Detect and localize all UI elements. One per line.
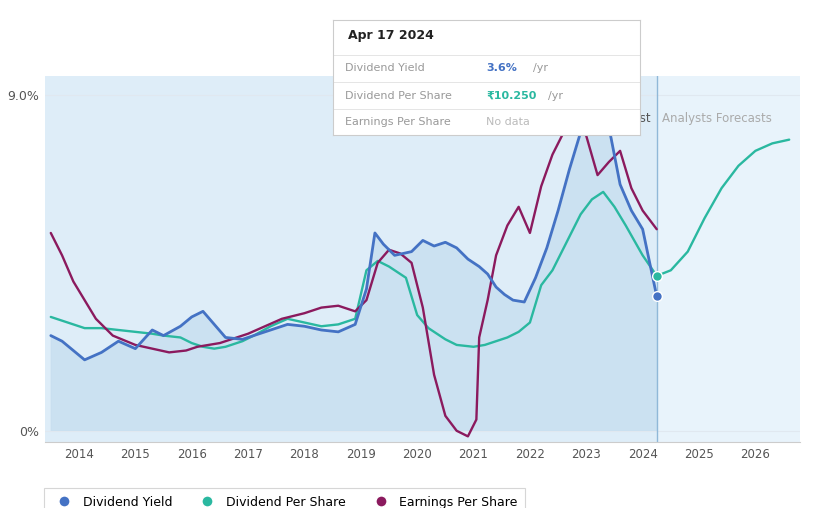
Text: /yr: /yr <box>548 91 563 101</box>
Text: Analysts Forecasts: Analysts Forecasts <box>663 112 773 124</box>
Text: 3.6%: 3.6% <box>487 64 517 73</box>
Text: No data: No data <box>487 117 530 127</box>
Text: ₹10.250: ₹10.250 <box>487 91 537 101</box>
Text: Apr 17 2024: Apr 17 2024 <box>348 28 433 42</box>
Text: /yr: /yr <box>533 64 548 73</box>
Text: Dividend Yield: Dividend Yield <box>345 64 424 73</box>
Text: Past: Past <box>626 112 651 124</box>
Text: Dividend Per Share: Dividend Per Share <box>345 91 452 101</box>
Bar <box>45 76 657 442</box>
Legend: Dividend Yield, Dividend Per Share, Earnings Per Share: Dividend Yield, Dividend Per Share, Earn… <box>44 488 525 508</box>
Bar <box>657 76 800 442</box>
Text: Earnings Per Share: Earnings Per Share <box>345 117 451 127</box>
